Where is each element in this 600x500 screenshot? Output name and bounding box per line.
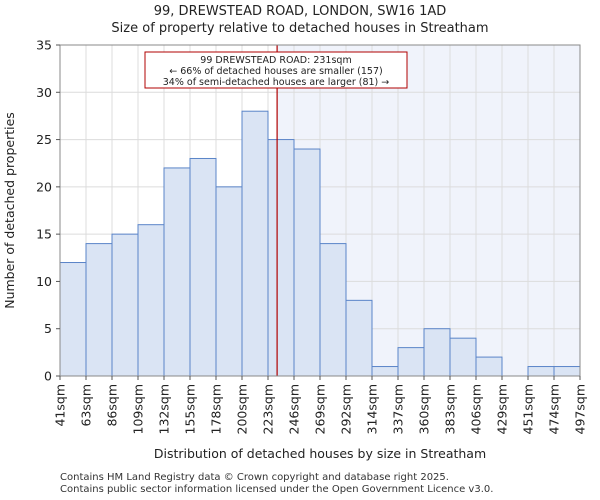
x-tick-label: 246sqm [287,384,302,434]
x-tick-label: 292sqm [339,384,354,434]
x-tick-label: 86sqm [105,384,120,427]
bar-406sqm [475,356,503,377]
chart-title: 99, DREWSTEAD ROAD, LONDON, SW16 1AD [153,4,447,19]
x-axis-ticks: 41sqm 63sqm 86sqm 109sqm 132sqm 155sqm 178sqm 2… [53,376,588,434]
bar-337sqm [397,347,425,377]
x-tick-label: 63sqm [79,384,94,427]
bar-63sqm [85,243,113,377]
y-tick-label: 5 [44,321,52,336]
x-tick-label: 200sqm [235,384,250,434]
y-tick-label: 30 [36,85,52,100]
x-tick-label: 497sqm [573,384,588,434]
annotation-smaller: ← 66% of detached houses are smaller (15… [169,66,382,77]
bar-200sqm [241,110,269,377]
x-tick-label: 474sqm [547,384,562,434]
bar-451sqm [527,366,555,377]
x-tick-label: 383sqm [443,384,458,434]
chart-subtitle: Size of property relative to detached ho… [111,21,489,36]
y-tick-label: 25 [36,132,52,147]
y-tick-label: 35 [36,38,52,53]
bar-41sqm [59,262,87,377]
x-tick-label: 337sqm [391,384,406,434]
x-tick-label: 269sqm [313,384,328,434]
annotation-box [144,51,408,89]
bar-383sqm [449,337,477,377]
bar-223sqm [267,139,295,377]
x-tick-label: 178sqm [209,384,224,434]
x-tick-label: 132sqm [157,384,172,434]
bar-132sqm [163,167,191,377]
y-tick-label: 15 [36,227,52,242]
y-axis-ticks: 0 5 10 15 20 25 30 35 [36,38,60,384]
y-tick-label: 20 [36,179,52,194]
y-tick-label: 10 [36,274,52,289]
x-tick-label: 41sqm [53,384,68,427]
x-tick-label: 360sqm [417,384,432,434]
footer-copyright: Contains HM Land Registry data © Crown c… [60,472,449,483]
x-axis-label: Distribution of detached houses by size … [154,446,486,461]
annotation-title: 99 DREWSTEAD ROAD: 231sqm [200,55,351,66]
bar-360sqm [423,328,451,377]
bar-86sqm [111,233,139,377]
bars [59,110,581,377]
x-tick-label: 155sqm [183,384,198,434]
x-tick-label: 223sqm [261,384,276,434]
annotation-larger: 34% of semi-detached houses are larger (… [163,77,390,88]
x-tick-label: 451sqm [521,384,536,434]
x-tick-label: 314sqm [365,384,380,434]
x-tick-label: 429sqm [495,384,510,434]
marker-annotation: 99 DREWSTEAD ROAD: 231sqm ← 66% of detac… [144,51,408,89]
bar-269sqm [319,243,347,377]
y-axis-label: Number of detached properties [2,112,17,309]
x-tick-label: 109sqm [131,384,146,434]
x-tick-label: 406sqm [469,384,484,434]
bar-292sqm [345,299,373,377]
bar-246sqm [293,148,321,377]
bar-314sqm [371,366,399,377]
bar-178sqm [215,186,243,377]
y-tick-label: 0 [44,369,52,384]
footer-licence: Contains public sector information licen… [60,484,494,495]
bar-109sqm [137,224,165,377]
bar-155sqm [189,157,217,377]
bar-474sqm [553,366,581,377]
